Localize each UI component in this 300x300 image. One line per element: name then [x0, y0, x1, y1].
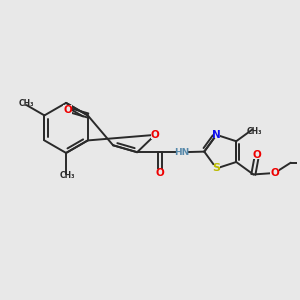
Text: CH₃: CH₃: [246, 127, 262, 136]
Bar: [63, 105, 71, 114]
Bar: [270, 169, 279, 176]
Bar: [253, 151, 261, 160]
Text: O: O: [63, 104, 72, 115]
Text: S: S: [212, 164, 220, 173]
Bar: [176, 148, 187, 156]
Text: N: N: [212, 130, 221, 140]
Bar: [213, 132, 220, 138]
Text: O: O: [253, 150, 261, 160]
Bar: [213, 165, 220, 172]
Text: O: O: [270, 168, 279, 178]
Bar: [151, 131, 159, 139]
Text: O: O: [156, 168, 164, 178]
Text: HN: HN: [174, 148, 189, 157]
Text: O: O: [151, 130, 160, 140]
Text: CH₃: CH₃: [60, 171, 76, 180]
Text: CH₃: CH₃: [18, 99, 34, 108]
Bar: [156, 169, 164, 178]
